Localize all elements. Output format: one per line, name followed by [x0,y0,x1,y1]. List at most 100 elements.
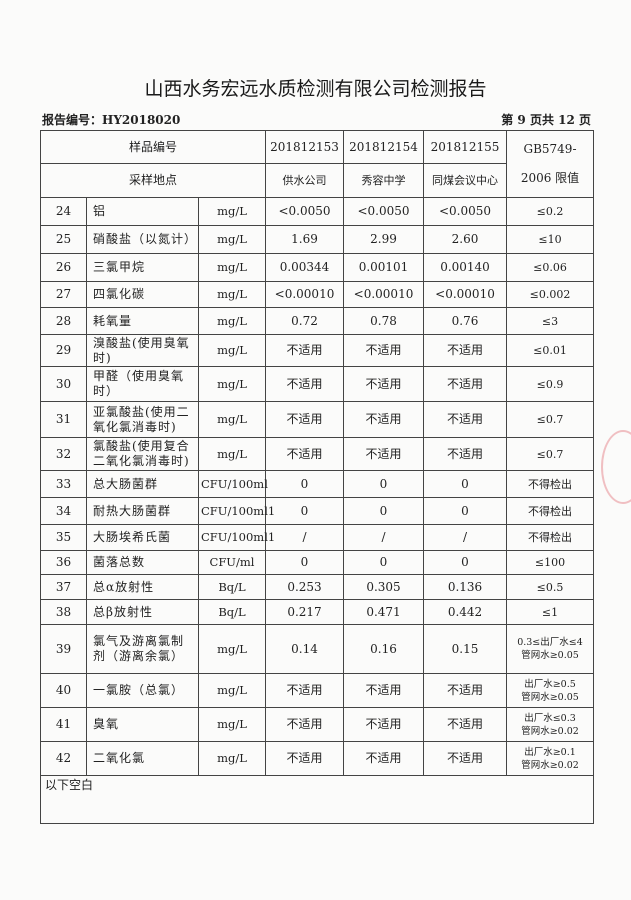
item-number: 27 [40,281,87,308]
item-name: 溴酸盐(使用臭氧时) [86,334,199,367]
item-name: 铝 [86,197,199,226]
item-name: 二氧化氯 [86,741,199,776]
item-name: 菌落总数 [86,550,199,575]
value: 0 [343,550,424,575]
limit-line: 出厂水≥0.1 [524,746,576,758]
value: 不适用 [343,673,424,708]
table-row: 29 溴酸盐(使用臭氧时) mg/L 不适用 不适用 不适用 ≤0.01 [40,334,594,367]
value: 0.253 [265,574,344,600]
unit: mg/L [198,366,266,402]
table-row: 27 四氯化碳 mg/L <0.00010 <0.00010 <0.00010 ≤0.002 [40,281,594,308]
value: 不适用 [423,707,507,742]
limit-line: 出厂水≤0.3 [524,712,576,724]
item-number: 31 [40,401,87,438]
value: 不适用 [423,741,507,776]
blank-note: 以下空白 [40,775,594,824]
table-row: 38 总β放射性 Bq/L 0.217 0.471 0.442 ≤1 [40,599,594,625]
table-row: 37 总α放射性 Bq/L 0.253 0.305 0.136 ≤0.5 [40,574,594,600]
limit-line: 0.3≤出厂水≤4 [517,637,583,648]
item-name: 耗氧量 [86,307,199,335]
item-number: 30 [40,366,87,402]
value: 不适用 [423,673,507,708]
value: <0.0050 [423,197,507,226]
item-number: 42 [40,741,87,776]
table-row: 31 亚氯酸盐(使用二氧化氯消毒时) mg/L 不适用 不适用 不适用 ≤0.7 [40,401,594,438]
item-number: 38 [40,599,87,625]
site: 供水公司 [265,163,344,198]
value: 0.14 [265,624,344,674]
table-row: 33 总大肠菌群 CFU/100ml 0 0 0 不得检出 [40,470,594,498]
table-row: 40 一氯胺（总氯） mg/L 不适用 不适用 不适用 出厂水≥0.5 管网水≥0.05 [40,673,594,708]
item-number: 35 [40,524,87,551]
unit: mg/L [198,281,266,308]
unit: mg/L [198,197,266,226]
item-number: 24 [40,197,87,226]
value: 不适用 [423,437,507,471]
value: 不适用 [343,366,424,402]
limit: ≤3 [506,307,594,335]
value: 0 [423,497,507,525]
value: <0.00010 [265,281,344,308]
unit: Bq/L [198,574,266,600]
item-name: 大肠埃希氏菌 [86,524,199,551]
table-row: 34 耐热大肠菌群 CFU/100ml1 0 0 0 不得检出 [40,497,594,525]
item-number: 39 [40,624,87,674]
footer-row: 以下空白 [40,775,594,824]
site: 秀容中学 [343,163,424,198]
table-row: 42 二氧化氯 mg/L 不适用 不适用 不适用 出厂水≥0.1 管网水≥0.02 [40,741,594,776]
item-number: 40 [40,673,87,708]
value: 0.136 [423,574,507,600]
unit: CFU/ml [198,550,266,575]
item-name: 硝酸盐（以氮计） [86,225,199,254]
limit: ≤1 [506,599,594,625]
report-title: 山西水务宏远水质检测有限公司检测报告 [144,78,487,100]
limit: 不得检出 [506,524,594,551]
value: 0 [423,470,507,498]
value: 不适用 [343,437,424,471]
table-row: 30 甲醛（使用臭氧时） mg/L 不适用 不适用 不适用 ≤0.9 [40,366,594,402]
item-number: 33 [40,470,87,498]
limit-header: GB5749- 2006 限值 [506,130,594,198]
value: 0.15 [423,624,507,674]
value: <0.00010 [423,281,507,308]
unit: mg/L [198,307,266,335]
limit: 0.3≤出厂水≤4 管网水≥0.05 [506,624,594,674]
item-number: 25 [40,225,87,254]
item-name: 甲醛（使用臭氧时） [86,366,199,402]
value: 0 [265,470,344,498]
item-name: 总大肠菌群 [86,470,199,498]
value: 不适用 [265,401,344,438]
value: 0.78 [343,307,424,335]
value: 0.72 [265,307,344,335]
value: / [423,524,507,551]
value: 0.00101 [343,253,424,282]
value: 不适用 [265,673,344,708]
unit: CFU/100ml [198,470,268,498]
value: 不适用 [343,741,424,776]
value: 不适用 [423,334,507,367]
table-row: 25 硝酸盐（以氮计） mg/L 1.69 2.99 2.60 ≤10 [40,225,594,254]
value: 不适用 [265,366,344,402]
site-label: 采样地点 [40,163,266,198]
value: 2.60 [423,225,507,254]
limit-line: 管网水≥0.02 [521,725,579,737]
item-number: 34 [40,497,87,525]
value: 0.76 [423,307,507,335]
value: 不适用 [265,741,344,776]
unit: Bq/L [198,599,266,625]
limit: ≤100 [506,550,594,575]
item-number: 29 [40,334,87,367]
header-row-site: 采样地点 供水公司 秀容中学 同煤会议中心 [40,163,594,198]
unit: mg/L [198,225,266,254]
value: 0.442 [423,599,507,625]
value: <0.00010 [343,281,424,308]
value: 2.99 [343,225,424,254]
unit: mg/L [198,673,266,708]
item-name: 臭氧 [86,707,199,742]
table-row: 32 氯酸盐(使用复合二氧化氯消毒时) mg/L 不适用 不适用 不适用 ≤0.7 [40,437,594,471]
value: 0.217 [265,599,344,625]
item-name: 总β放射性 [86,599,199,625]
item-name: 亚氯酸盐(使用二氧化氯消毒时) [86,401,199,438]
value: 不适用 [265,707,344,742]
report-number: 报告编号：HY2018020 [42,113,181,127]
